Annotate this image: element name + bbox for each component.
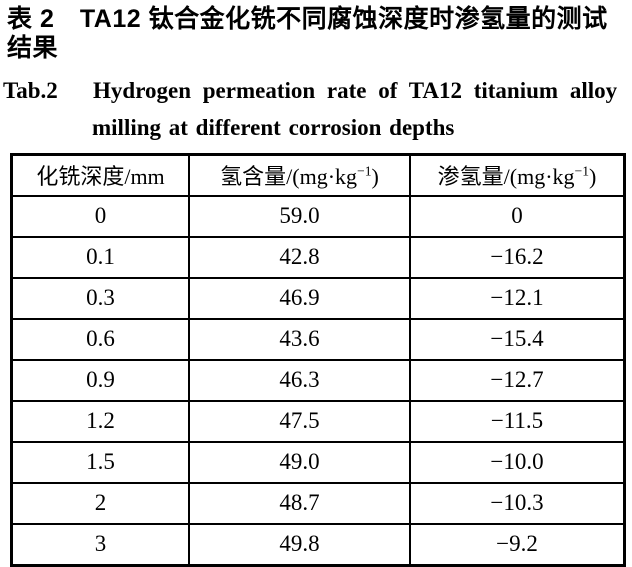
cell-hydrogen-content: 46.9	[188, 276, 411, 320]
header-hydrogen-permeation-label: 渗氢量/(mg·kg	[437, 164, 575, 189]
table-row: 0 59.0 0	[10, 194, 626, 238]
cell-permeation: −9.2	[409, 522, 626, 566]
cell-permeation: −12.1	[409, 276, 626, 320]
table-row: 1.5 49.0 −10.0	[10, 440, 626, 484]
cell-depth: 1.2	[10, 399, 190, 443]
header-hydrogen-permeation-close: )	[589, 164, 597, 189]
header-row: 化铣深度/mm 氢含量/(mg·kg−1) 渗氢量/(mg·kg−1)	[10, 153, 626, 197]
cell-permeation: −15.4	[409, 317, 626, 361]
cell-permeation: −16.2	[409, 235, 626, 279]
header-hydrogen-content-label: 氢含量/(mg·kg	[220, 164, 358, 189]
header-milling-depth: 化铣深度/mm	[10, 153, 190, 197]
header-hydrogen-permeation-superscript: −1	[574, 163, 590, 179]
header-hydrogen-permeation: 渗氢量/(mg·kg−1)	[409, 153, 626, 197]
cell-permeation: −10.3	[409, 481, 626, 525]
cell-hydrogen-content: 59.0	[188, 194, 411, 238]
cell-depth: 2	[10, 481, 190, 525]
table-title-english-line1: Tab.2 Hydrogen permeation rate of TA12 t…	[3, 77, 618, 103]
cell-hydrogen-content: 42.8	[188, 235, 411, 279]
cell-depth: 0.9	[10, 358, 190, 402]
cell-hydrogen-content: 49.0	[188, 440, 411, 484]
header-hydrogen-content-superscript: −1	[357, 163, 372, 179]
cell-depth: 0	[10, 194, 190, 238]
cell-hydrogen-content: 47.5	[188, 399, 411, 443]
cell-permeation: −12.7	[409, 358, 626, 402]
cell-depth: 0.6	[10, 317, 190, 361]
header-hydrogen-content: 氢含量/(mg·kg−1)	[188, 153, 411, 197]
header-hydrogen-content-close: )	[371, 164, 379, 189]
cell-depth: 0.3	[10, 276, 190, 320]
cell-hydrogen-content: 46.3	[188, 358, 411, 402]
table-title-chinese: 表 2 TA12 钛合金化铣不同腐蚀深度时渗氢量的测试结果	[7, 5, 608, 62]
table-row: 0.9 46.3 −12.7	[10, 358, 626, 402]
cell-permeation: 0	[409, 194, 626, 238]
cell-hydrogen-content: 49.8	[188, 522, 411, 566]
table-row: 3 49.8 −9.2	[10, 522, 626, 566]
table-row: 0.3 46.9 −12.1	[10, 276, 626, 320]
hydrogen-permeation-table: 化铣深度/mm 氢含量/(mg·kg−1) 渗氢量/(mg·kg−1) 0 59…	[10, 152, 626, 567]
cell-hydrogen-content: 43.6	[188, 317, 411, 361]
header-milling-depth-label: 化铣深度/mm	[36, 164, 165, 189]
table-title-english-line2: milling at different corrosion depths	[92, 114, 455, 140]
table-row: 2 48.7 −10.3	[10, 481, 626, 525]
table-row: 0.6 43.6 −15.4	[10, 317, 626, 361]
cell-permeation: −10.0	[409, 440, 626, 484]
table-header: 化铣深度/mm 氢含量/(mg·kg−1) 渗氢量/(mg·kg−1)	[10, 153, 626, 197]
table-row: 0.1 42.8 −16.2	[10, 235, 626, 279]
table-row: 1.2 47.5 −11.5	[10, 399, 626, 443]
cell-depth: 1.5	[10, 440, 190, 484]
table-body: 0 59.0 0 0.1 42.8 −16.2 0.3 46.9 −12.1 0…	[10, 194, 626, 566]
cell-hydrogen-content: 48.7	[188, 481, 411, 525]
cell-depth: 0.1	[10, 235, 190, 279]
cell-depth: 3	[10, 522, 190, 566]
cell-permeation: −11.5	[409, 399, 626, 443]
